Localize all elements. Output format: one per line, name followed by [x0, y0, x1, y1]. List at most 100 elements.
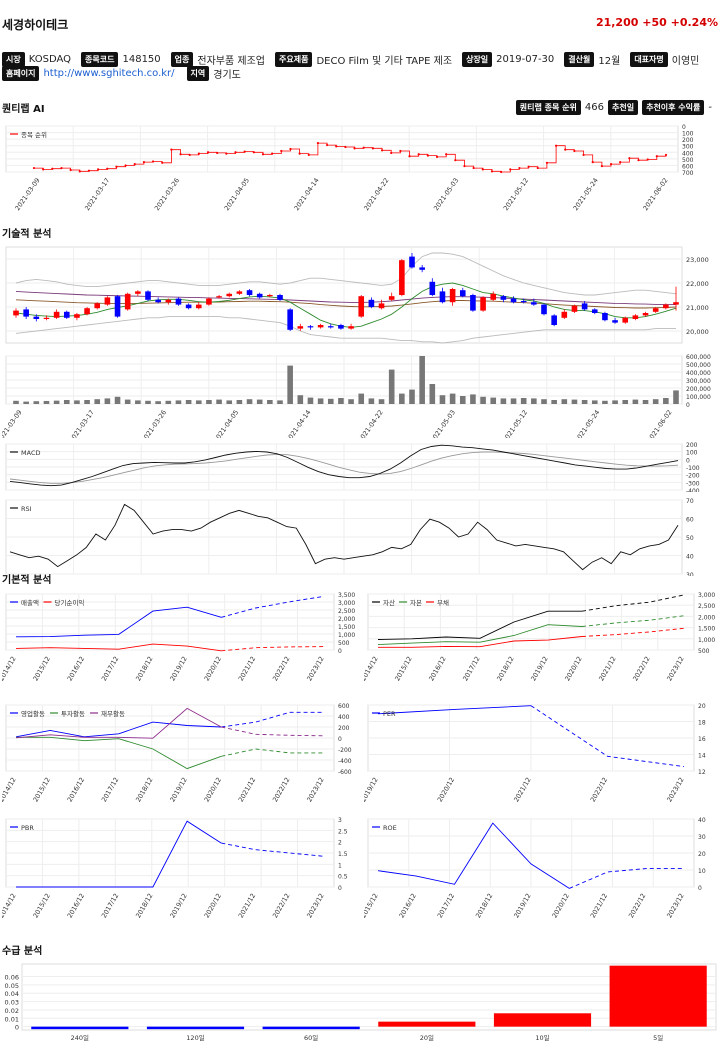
region-value: 경기도: [213, 70, 241, 81]
y-tick-label: -100: [686, 465, 700, 472]
x-tick-label: 2021-06-02: [645, 409, 673, 438]
x-tick-label: 2015/12: [364, 892, 380, 919]
volume-bar: [297, 395, 304, 404]
volume-bar: [581, 400, 588, 404]
volume-bar: [43, 400, 50, 404]
candle-body: [94, 303, 101, 309]
volume-bar: [206, 400, 212, 404]
candle-body: [74, 314, 80, 318]
volume-bar: [287, 365, 293, 404]
candle-body: [520, 301, 527, 303]
legend-label: ROE: [383, 824, 397, 832]
legend-label: 부채: [437, 599, 449, 607]
rank-point: [206, 151, 210, 154]
candle-body: [226, 293, 233, 297]
y-tick-label: 2: [338, 840, 342, 847]
candle-body: [622, 317, 629, 323]
candle-body: [236, 291, 243, 294]
x-tick-label: 2021-03-17: [68, 409, 96, 438]
y-tick-label: 200: [682, 137, 694, 144]
candle-body: [378, 303, 385, 309]
series-line: [16, 820, 222, 888]
supply-bar: [378, 1021, 476, 1027]
candle-body: [591, 309, 598, 313]
volume-bar: [399, 393, 405, 404]
candle-body: [409, 256, 415, 268]
y-tick-label: 400: [682, 150, 694, 157]
y-tick-label: 60: [686, 517, 694, 524]
y-tick-label: 0: [338, 885, 342, 892]
y-tick-label: 16: [698, 736, 706, 743]
candlestick-chart: 20,000 21,000 22,000 23,000: [5, 246, 709, 344]
y-tick-label: 600: [338, 703, 350, 710]
legend-label: 영업활동: [21, 709, 45, 718]
y-tick-label: 3: [338, 817, 342, 824]
x-tick-label: 2020/12: [551, 892, 571, 919]
y-tick-label: 1,000: [338, 632, 355, 639]
x-tick-label: 2021-04-14: [284, 409, 312, 438]
candle-body: [449, 289, 456, 303]
volume-bar: [368, 398, 375, 404]
y-tick-label: 20: [698, 703, 706, 710]
rank-value: 466: [584, 102, 604, 113]
candle-body: [368, 299, 375, 307]
x-tick-label: 2018/12: [474, 892, 494, 919]
y-tick-label: -400: [686, 488, 700, 492]
y-tick-label: 2,500: [698, 603, 715, 610]
homepage-link[interactable]: http://www.sghitech.co.kr/: [43, 68, 175, 79]
y-tick-label: 1: [338, 862, 342, 869]
y-tick-label: 0: [338, 648, 342, 655]
rank-line: [34, 142, 667, 173]
forecast-line: [581, 594, 685, 612]
x-tick-label: 2018/12: [134, 776, 154, 803]
supply-bar: [31, 1026, 129, 1030]
volume-bar: [612, 400, 618, 404]
candle-body: [429, 281, 436, 295]
x-tick-label: 2021/12: [237, 655, 257, 682]
stock-info-row-1: 시장 KOSDAQ 종목코드 148150 업종 전자부품 제조업 주요제품 D…: [2, 52, 718, 67]
x-tick-label: 2021-03-26: [153, 177, 181, 212]
candle-body: [581, 303, 588, 310]
rank-point: [445, 153, 448, 156]
rank-point: [509, 168, 512, 171]
volume-bar: [327, 398, 334, 404]
candle-body: [561, 311, 568, 318]
x-tick-label: 2014/12: [2, 892, 18, 919]
volume-bar: [114, 396, 121, 404]
candle-body: [419, 267, 425, 270]
x-tick-label: 2021-03-17: [83, 177, 111, 212]
volume-bar: [256, 399, 263, 404]
rank-point: [307, 153, 310, 157]
y-tick-label: 0.5: [338, 874, 348, 881]
volume-bar: [510, 398, 517, 404]
y-tick-label: 12: [698, 769, 706, 776]
x-tick-label: 2020/12: [203, 655, 223, 682]
candle-body: [135, 291, 141, 294]
x-tick-label: 2017/12: [100, 776, 120, 803]
rank-point: [536, 166, 539, 170]
rank-point: [252, 151, 255, 154]
rank-point: [188, 153, 191, 157]
x-tick-label: 2022/12: [631, 655, 651, 682]
rank-point: [600, 164, 603, 168]
forecast-line: [221, 711, 324, 728]
stock-info-row-2: 홈페이지 http://www.sghitech.co.kr/ 지역 경기도: [2, 66, 718, 81]
y-tick-label: 100: [686, 450, 698, 457]
rank-point: [271, 152, 274, 155]
y-tick-label: 1,500: [338, 624, 355, 631]
series-line: [377, 705, 532, 715]
volume-bar: [277, 400, 283, 404]
pbr-chart: 3 2.5 2 1.5 1 0.5 0 PBR 2014/12 2015/12 2016/12 201…: [2, 817, 348, 919]
x-tick-label: 2019/12: [512, 892, 532, 919]
rank-point: [261, 153, 265, 156]
candle-body: [480, 297, 486, 311]
rank-point: [353, 147, 356, 150]
bollinger-upper: [15, 252, 677, 296]
candle-body: [500, 296, 507, 300]
y-tick-label: 20: [698, 851, 706, 858]
x-tick-label: 2016/12: [398, 892, 418, 919]
y-tick-label: 0.03: [5, 999, 19, 1007]
rsi-chart: 70 60 50 40 30 RSI: [5, 498, 694, 576]
volume-bar: [602, 400, 608, 404]
